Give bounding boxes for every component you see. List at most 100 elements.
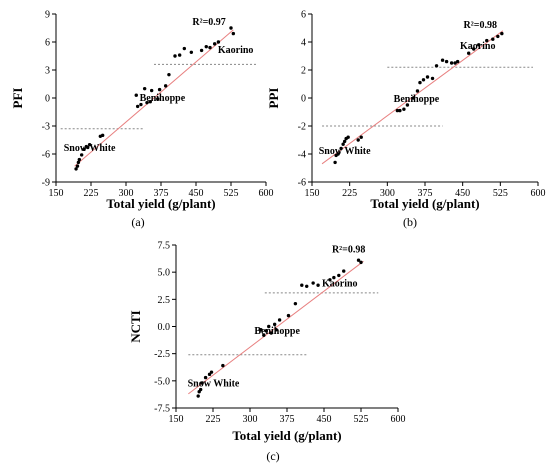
data-point — [496, 34, 500, 39]
data-point — [156, 97, 160, 101]
data-point — [200, 381, 204, 385]
data-point — [466, 51, 471, 55]
x-tick-label: 375 — [280, 414, 295, 425]
data-point — [229, 26, 233, 30]
x-tick-label: 150 — [49, 188, 64, 199]
data-point — [359, 260, 363, 265]
data-point — [277, 318, 282, 322]
data-point — [356, 138, 360, 142]
y-tick-label: -9 — [42, 178, 50, 189]
data-point — [264, 329, 268, 333]
panel-label: (c) — [266, 449, 279, 463]
data-point — [209, 370, 214, 374]
y-axis-label: PPI — [266, 88, 281, 109]
data-point — [440, 58, 445, 62]
y-tick-label: 7.5 — [158, 241, 171, 252]
y-tick-label: -2.5 — [154, 349, 170, 360]
data-point — [134, 93, 138, 97]
cultivar-label: Benihoppe — [254, 326, 300, 337]
data-point — [177, 53, 182, 57]
data-point — [395, 108, 400, 113]
y-tick-label: 9 — [45, 10, 50, 21]
y-tick-label: -5.0 — [154, 376, 170, 387]
data-point — [472, 47, 476, 51]
data-point — [434, 64, 439, 68]
r-squared-label: R²=0.98 — [464, 20, 497, 31]
data-point — [453, 61, 457, 65]
data-point — [316, 283, 320, 287]
data-point — [500, 31, 504, 36]
x-tick-label: 600 — [259, 188, 274, 199]
y-tick-label: -7.5 — [154, 404, 170, 415]
regression-line — [74, 29, 234, 167]
data-point — [76, 160, 81, 165]
data-point — [286, 313, 291, 318]
y-axis-label: PFI — [10, 88, 25, 109]
data-point — [207, 372, 212, 377]
x-tick-label: 450 — [455, 188, 470, 199]
x-tick-label: 375 — [154, 188, 169, 199]
data-point — [411, 96, 416, 100]
data-point — [267, 324, 271, 329]
data-point — [77, 157, 82, 162]
data-point — [139, 102, 143, 107]
data-point — [311, 281, 315, 285]
chart-panel-3: 150 225 300 375 450 525 600 -7.5 -5.0 -2.5 0.0 2.5 5… — [128, 241, 406, 464]
panel-label: (a) — [131, 215, 144, 229]
r-squared-label: R²=0.97 — [192, 17, 225, 28]
data-point — [189, 50, 194, 54]
data-point — [341, 142, 345, 146]
data-point — [231, 31, 236, 36]
data-point — [342, 139, 347, 144]
y-tick-label: 4 — [301, 38, 306, 49]
data-point — [293, 301, 298, 306]
y-axis-label: NCTI — [128, 310, 143, 343]
data-point — [196, 394, 200, 398]
data-point — [333, 160, 337, 165]
data-point — [405, 103, 410, 107]
data-point — [356, 258, 361, 262]
x-tick-label: 300 — [119, 188, 134, 199]
data-point — [145, 100, 149, 105]
data-point — [328, 278, 332, 282]
y-tick-label: 0 — [45, 94, 50, 105]
data-point — [274, 328, 278, 332]
data-point — [421, 78, 426, 82]
x-tick-label: 225 — [342, 188, 357, 199]
r-squared-label: R²=0.98 — [332, 245, 365, 256]
data-point — [157, 87, 162, 92]
data-point — [444, 59, 449, 64]
x-tick-label: 450 — [189, 188, 204, 199]
x-axis-label: Total yield (g/plant) — [106, 196, 215, 211]
cultivar-label: Benihoppe — [394, 94, 440, 105]
data-point — [74, 167, 78, 171]
y-tick-label: 2 — [301, 66, 306, 77]
data-point — [86, 145, 90, 150]
data-point — [402, 107, 406, 111]
data-point — [82, 147, 86, 152]
data-point — [208, 45, 212, 50]
data-point — [182, 46, 187, 51]
x-tick-label: 300 — [243, 414, 258, 425]
y-tick-label: 2.5 — [158, 295, 171, 306]
data-point — [259, 328, 263, 332]
x-tick-label: 525 — [224, 188, 239, 199]
data-point — [100, 133, 105, 138]
x-tick-label: 525 — [354, 414, 369, 425]
x-tick-label: 300 — [380, 188, 395, 199]
y-tick-label: 0.0 — [158, 322, 171, 333]
x-tick-label: 375 — [418, 188, 433, 199]
data-point — [272, 322, 277, 327]
cultivar-label: Benihoppe — [140, 93, 186, 104]
data-point — [449, 61, 454, 65]
x-axis-label: Total yield (g/plant) — [370, 196, 479, 211]
data-point — [221, 363, 225, 368]
y-tick-label: -4 — [298, 150, 306, 161]
data-point — [149, 88, 154, 93]
data-point — [135, 104, 140, 109]
regression-line — [188, 260, 364, 395]
x-tick-label: 150 — [169, 414, 184, 425]
x-tick-label: 225 — [84, 188, 99, 199]
panel-label: (b) — [403, 215, 417, 229]
